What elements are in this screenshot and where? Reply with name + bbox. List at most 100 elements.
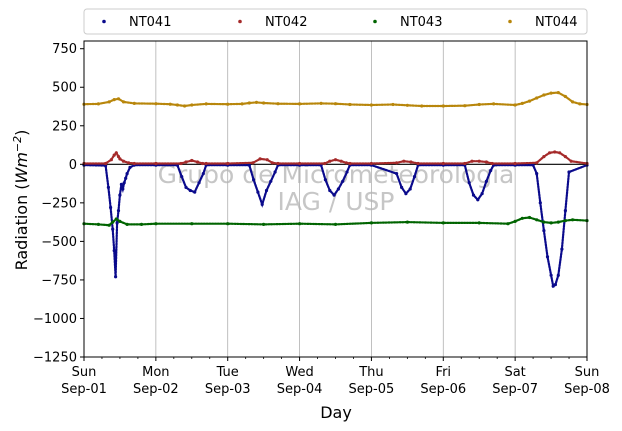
- data-point-NT042-14: [195, 160, 200, 164]
- x-tick-date-0: Sep-01: [61, 382, 107, 397]
- data-point-NT042-34: [416, 161, 420, 166]
- data-point-NT041-42: [345, 170, 349, 174]
- data-point-NT041-58: [489, 168, 493, 173]
- data-point-NT041-57: [484, 179, 488, 183]
- data-point-NT042-35: [441, 161, 445, 166]
- data-point-NT043-13: [333, 222, 338, 226]
- data-point-NT042-29: [348, 161, 352, 166]
- data-point-NT044-7: [154, 102, 158, 106]
- data-point-NT044-20: [319, 101, 323, 105]
- data-point-NT042-24: [323, 161, 327, 166]
- y-tick-label-8: −1250: [33, 351, 77, 366]
- data-point-NT043-10: [226, 222, 230, 226]
- data-point-NT043-26: [563, 219, 568, 223]
- data-point-NT042-18: [251, 161, 255, 165]
- data-point-NT041-38: [328, 188, 332, 193]
- data-point-NT044-23: [369, 103, 373, 107]
- data-point-NT042-16: [204, 161, 208, 166]
- data-point-NT042-47: [563, 155, 568, 159]
- data-point-NT042-2: [109, 158, 113, 162]
- data-point-NT041-2: [106, 185, 110, 189]
- data-point-NT044-28: [463, 104, 467, 108]
- data-point-NT042-5: [116, 155, 121, 159]
- data-point-NT042-11: [179, 161, 183, 166]
- data-point-NT041-27: [247, 163, 251, 167]
- data-point-NT043-15: [405, 220, 409, 224]
- data-point-NT044-25: [405, 103, 409, 107]
- data-point-NT041-41: [341, 179, 345, 183]
- data-point-NT042-1: [104, 161, 108, 166]
- data-point-NT044-14: [240, 102, 244, 106]
- data-point-NT041-9: [118, 193, 122, 197]
- data-point-NT042-3: [112, 153, 116, 157]
- y-tick-label-5: −500: [41, 235, 77, 250]
- legend-item-NT042: NT042: [238, 15, 307, 30]
- data-point-NT041-8: [116, 209, 121, 213]
- data-point-NT041-12: [122, 181, 126, 185]
- data-point-NT044-26: [420, 104, 424, 108]
- data-point-NT042-19: [258, 157, 262, 161]
- data-point-NT043-3: [111, 220, 115, 224]
- data-point-NT042-20: [265, 158, 269, 162]
- data-point-NT041-66: [549, 273, 553, 277]
- legend-label-NT042: NT042: [265, 15, 307, 30]
- data-point-NT044-15: [247, 101, 251, 105]
- data-point-NT042-45: [553, 150, 557, 154]
- data-point-NT042-33: [409, 160, 413, 164]
- x-tick-day-3: Wed: [285, 365, 313, 380]
- data-point-NT042-17: [226, 161, 230, 166]
- data-point-NT044-19: [298, 102, 302, 106]
- data-point-NT041-47: [404, 192, 408, 196]
- data-point-NT041-54: [471, 193, 476, 197]
- data-point-NT044-37: [556, 91, 560, 95]
- data-point-NT044-36: [549, 91, 553, 95]
- data-point-NT043-19: [513, 219, 517, 223]
- data-point-NT043-4: [114, 217, 118, 221]
- data-point-NT043-18: [506, 222, 510, 226]
- data-point-NT042-22: [276, 161, 280, 166]
- data-point-NT042-21: [270, 161, 274, 165]
- legend: NT041 NT042 NT043 NT044: [83, 8, 588, 35]
- data-point-NT044-12: [204, 102, 208, 106]
- legend-marker-NT044: [508, 19, 512, 24]
- x-tick-date-1: Sep-02: [133, 382, 179, 397]
- data-point-NT042-7: [121, 159, 126, 163]
- data-point-NT044-24: [391, 102, 395, 107]
- data-point-NT043-24: [549, 221, 553, 225]
- data-point-NT044-16: [254, 100, 259, 104]
- data-point-NT041-20: [184, 185, 188, 189]
- legend-item-NT044: NT044: [508, 15, 577, 30]
- data-point-NT044-29: [477, 102, 481, 107]
- data-point-NT043-25: [556, 220, 560, 224]
- data-point-NT043-21: [527, 215, 532, 220]
- x-tick-date-5: Sep-06: [420, 382, 466, 397]
- data-point-NT041-15: [128, 165, 132, 169]
- data-point-NT044-38: [563, 94, 568, 99]
- x-axis-label: Day: [320, 403, 352, 422]
- data-point-NT042-25: [328, 159, 332, 163]
- data-point-NT041-10: [119, 182, 123, 186]
- data-point-NT041-39: [332, 193, 336, 197]
- data-point-NT043-17: [477, 221, 481, 225]
- y-tick-label-1: 500: [52, 81, 77, 96]
- data-point-NT041-65: [545, 255, 550, 259]
- data-point-NT044-39: [571, 100, 575, 104]
- data-point-NT042-26: [333, 158, 338, 162]
- legend-marker-NT042: [238, 19, 242, 24]
- data-point-NT044-17: [262, 101, 266, 105]
- data-point-NT042-40: [490, 161, 494, 166]
- data-point-NT041-32: [269, 179, 273, 183]
- data-point-NT044-1: [96, 102, 100, 106]
- data-point-NT044-4: [116, 97, 121, 101]
- data-point-NT041-49: [412, 175, 417, 179]
- data-point-NT041-56: [480, 192, 484, 196]
- data-point-NT043-6: [125, 222, 129, 226]
- y-axis-label-prefix: Radiation (: [12, 183, 31, 270]
- data-point-NT041-23: [197, 181, 201, 185]
- data-point-NT044-22: [348, 102, 352, 107]
- data-point-NT041-6: [114, 275, 118, 279]
- data-point-NT041-55: [476, 198, 480, 202]
- data-point-NT041-40: [336, 187, 340, 191]
- data-point-NT042-39: [484, 160, 488, 164]
